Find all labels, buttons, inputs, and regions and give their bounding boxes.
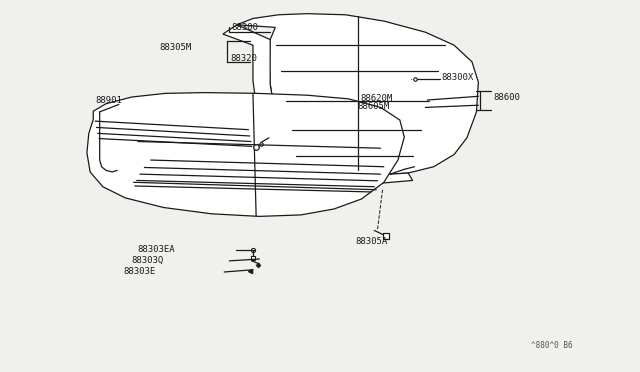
Text: 88303Q: 88303Q bbox=[132, 256, 164, 264]
Text: 88303E: 88303E bbox=[124, 267, 156, 276]
Polygon shape bbox=[223, 25, 283, 134]
Polygon shape bbox=[237, 14, 478, 175]
Text: 88305A: 88305A bbox=[355, 237, 387, 246]
Text: 88303EA: 88303EA bbox=[138, 244, 175, 253]
Text: 88605M: 88605M bbox=[357, 102, 389, 111]
Text: ^880^0 B6: ^880^0 B6 bbox=[531, 341, 572, 350]
Text: 88300X: 88300X bbox=[442, 73, 474, 82]
Polygon shape bbox=[87, 93, 404, 217]
Polygon shape bbox=[351, 170, 413, 183]
Text: 88305M: 88305M bbox=[159, 42, 191, 51]
Text: 88600: 88600 bbox=[493, 93, 520, 102]
Text: 88300: 88300 bbox=[232, 23, 259, 32]
Text: 88320: 88320 bbox=[230, 54, 257, 62]
Text: 88901: 88901 bbox=[95, 96, 122, 105]
Text: 88620M: 88620M bbox=[361, 94, 393, 103]
